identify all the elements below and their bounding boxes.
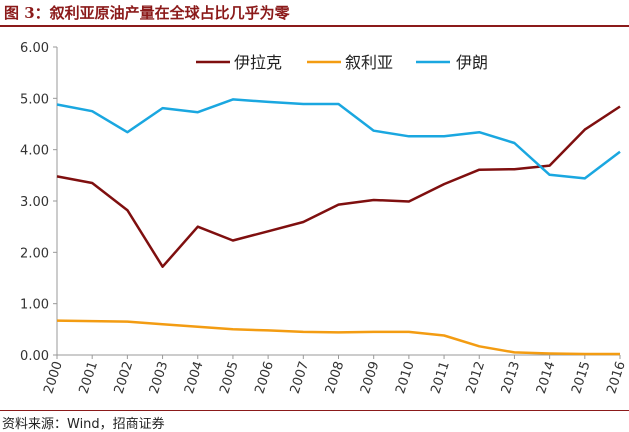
source-note: 资料来源：Wind，招商证券 (2, 417, 165, 432)
legend-label: 叙利亚 (345, 53, 393, 72)
title-rule (0, 25, 629, 27)
x-tick-label: 2011 (428, 360, 452, 396)
x-tick-label: 2004 (182, 360, 206, 396)
x-tick-label: 2008 (323, 360, 347, 396)
series-line (56, 319, 620, 356)
series-line (56, 105, 621, 268)
y-tick-label: 4.00 (20, 144, 49, 159)
x-tick-label: 2009 (358, 360, 382, 396)
x-tick-label: 2013 (499, 360, 523, 396)
x-tick-label: 2014 (534, 360, 558, 396)
y-tick-label: 6.00 (20, 41, 49, 56)
x-tick-label: 2005 (217, 360, 241, 396)
y-tick-label: 5.00 (20, 92, 49, 107)
legend-label: 伊拉克 (234, 53, 282, 72)
y-tick-label: 0.00 (20, 349, 49, 364)
legend-label: 伊朗 (456, 53, 488, 72)
x-tick-label: 2010 (393, 360, 417, 396)
x-tick-label: 2000 (41, 360, 65, 396)
y-tick-label: 3.00 (20, 195, 49, 210)
figure-title: 图 3：叙利亚原油产量在全球占比几乎为零 (4, 4, 290, 22)
x-tick-label: 2015 (569, 360, 593, 396)
x-tick-label: 2001 (76, 360, 100, 396)
y-tick-label: 2.00 (20, 246, 49, 261)
x-tick-label: 2007 (288, 360, 312, 396)
x-tick-label: 2016 (604, 360, 628, 396)
footer-rule (0, 410, 629, 411)
x-tick-label: 2003 (147, 360, 171, 396)
y-tick-label: 1.00 (20, 298, 49, 313)
x-tick-label: 2006 (252, 360, 276, 396)
x-tick-label: 2002 (112, 360, 136, 396)
series-line (56, 98, 621, 180)
x-tick-label: 2012 (464, 360, 488, 396)
line-chart: 0.00 1.00 2.00 3.00 4.00 5.00 6.00 2000 2001 2002… (20, 41, 629, 396)
